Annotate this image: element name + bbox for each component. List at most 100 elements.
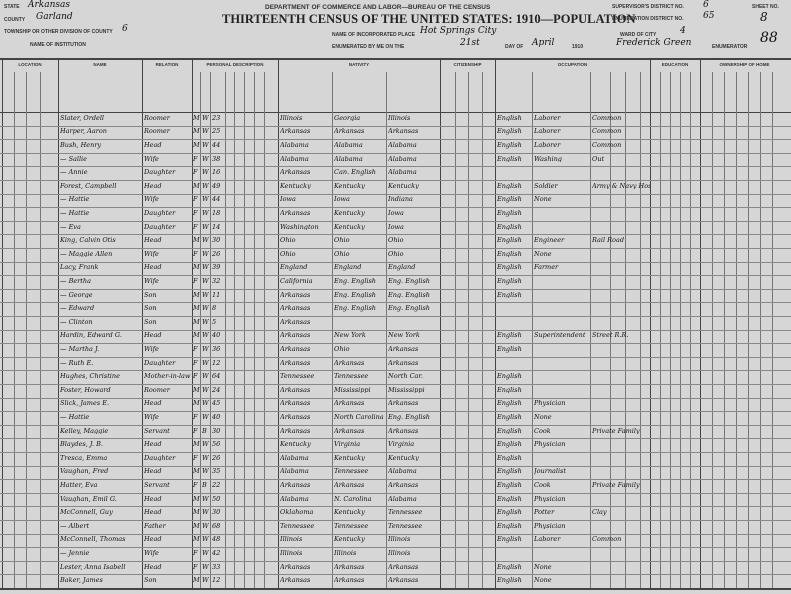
- entry: — Hattie: [60, 414, 90, 421]
- entry: Head: [144, 182, 162, 190]
- entry: M: [193, 386, 200, 394]
- entry: English: [497, 223, 522, 231]
- state: Arkansas: [28, 0, 71, 10]
- column-rule: [192, 58, 193, 588]
- entry: F: [193, 196, 198, 203]
- row-rule: [0, 356, 791, 358]
- entry: Roomer: [144, 386, 170, 394]
- entry: Virginia: [334, 441, 361, 448]
- entry: M: [193, 495, 200, 503]
- entry: Head: [144, 332, 162, 339]
- entry: Servant: [144, 482, 170, 489]
- entry: 12: [212, 359, 221, 367]
- entry: W: [202, 142, 209, 149]
- entry: Kentucky: [334, 210, 365, 217]
- row-rule: [0, 560, 791, 562]
- entry: 64: [212, 373, 221, 380]
- entry: 39: [212, 264, 221, 271]
- entry: Laborer: [534, 128, 561, 135]
- entry: 40: [212, 414, 221, 421]
- entry: Kentucky: [280, 182, 311, 190]
- entry: M: [193, 509, 200, 516]
- entry: M: [193, 264, 200, 271]
- entry: Laborer: [534, 536, 561, 543]
- entry: Hatter, Eva: [60, 482, 98, 489]
- entry: — Ruth E.: [60, 359, 94, 367]
- entry: M: [193, 332, 200, 339]
- entry: F: [193, 454, 198, 462]
- entry: Wife: [144, 346, 159, 353]
- entry: Illinois: [280, 536, 303, 543]
- entry: Arkansas: [388, 346, 419, 353]
- entry: Alabama: [280, 468, 309, 475]
- column-header: OWNERSHIP OF HOME: [719, 62, 770, 67]
- entry: F: [193, 427, 198, 435]
- entry: Arkansas: [388, 128, 419, 135]
- entry: F: [193, 373, 198, 380]
- column-header: LOCATION: [18, 62, 42, 67]
- entry: — Albert: [60, 522, 90, 530]
- entry: W: [202, 278, 209, 285]
- row-rule: [0, 316, 791, 317]
- entry: Forest, Campbell: [60, 182, 117, 190]
- entry: None: [534, 577, 552, 584]
- entry: Laborer: [534, 114, 561, 122]
- row-rule: [0, 234, 791, 236]
- entry: W: [202, 250, 209, 258]
- entry: W: [202, 223, 209, 231]
- entry: Kentucky: [334, 536, 365, 543]
- entry: W: [202, 495, 209, 503]
- row-rule: [0, 384, 791, 385]
- entry: Vaughan, Emil G.: [60, 495, 117, 503]
- row-rule: [0, 125, 791, 127]
- entry: English: [497, 414, 522, 421]
- entry: Wife: [144, 550, 159, 557]
- entry: English: [497, 332, 522, 339]
- entry: Cook: [534, 427, 551, 435]
- entry: English: [497, 128, 522, 135]
- entry: Mississippi: [334, 386, 371, 394]
- ward: 4: [680, 26, 686, 36]
- entry: 30: [212, 427, 221, 435]
- enumerator-label: ENUMERATOR: [712, 44, 748, 50]
- entry: Clay: [592, 509, 607, 516]
- entry: English: [497, 563, 522, 571]
- entry: 56: [212, 441, 221, 448]
- entry: Ohio: [334, 346, 350, 353]
- entry: — George: [60, 291, 93, 299]
- day: 21st: [460, 38, 480, 48]
- entry: Ohio: [280, 237, 296, 244]
- entry: Tennessee: [334, 468, 369, 475]
- row-rule: [0, 220, 791, 222]
- row-rule: [0, 533, 791, 535]
- entry: English: [497, 495, 522, 503]
- entry: Hughes, Christine: [60, 373, 120, 380]
- supervisor-label: SUPERVISOR'S DISTRICT NO.: [612, 4, 684, 10]
- row-rule: [0, 152, 791, 154]
- entry: W: [202, 155, 209, 163]
- entry: English: [497, 264, 522, 271]
- entry: Physician: [534, 522, 566, 530]
- entry: Head: [144, 441, 162, 448]
- row-rule: [0, 465, 791, 467]
- entry: Arkansas: [388, 563, 419, 571]
- entry: Oklahoma: [280, 509, 314, 516]
- row-rule: [0, 370, 791, 372]
- entry: W: [202, 128, 209, 135]
- entry: English: [497, 182, 522, 190]
- entry: Potter: [534, 509, 555, 516]
- entry: W: [202, 182, 209, 190]
- entry: — Martha J.: [60, 346, 100, 353]
- entry: M: [193, 522, 200, 530]
- entry: Arkansas: [334, 359, 365, 367]
- entry: W: [202, 114, 209, 122]
- entry: W: [202, 346, 209, 353]
- entry: Daughter: [144, 454, 176, 462]
- entry: Arkansas: [280, 563, 311, 571]
- entry: Rail Road: [592, 237, 624, 244]
- entry: Iowa: [280, 196, 296, 203]
- entry: Son: [144, 305, 157, 312]
- entry: W: [202, 577, 209, 584]
- row-rule: [0, 574, 791, 576]
- entry: W: [202, 454, 209, 462]
